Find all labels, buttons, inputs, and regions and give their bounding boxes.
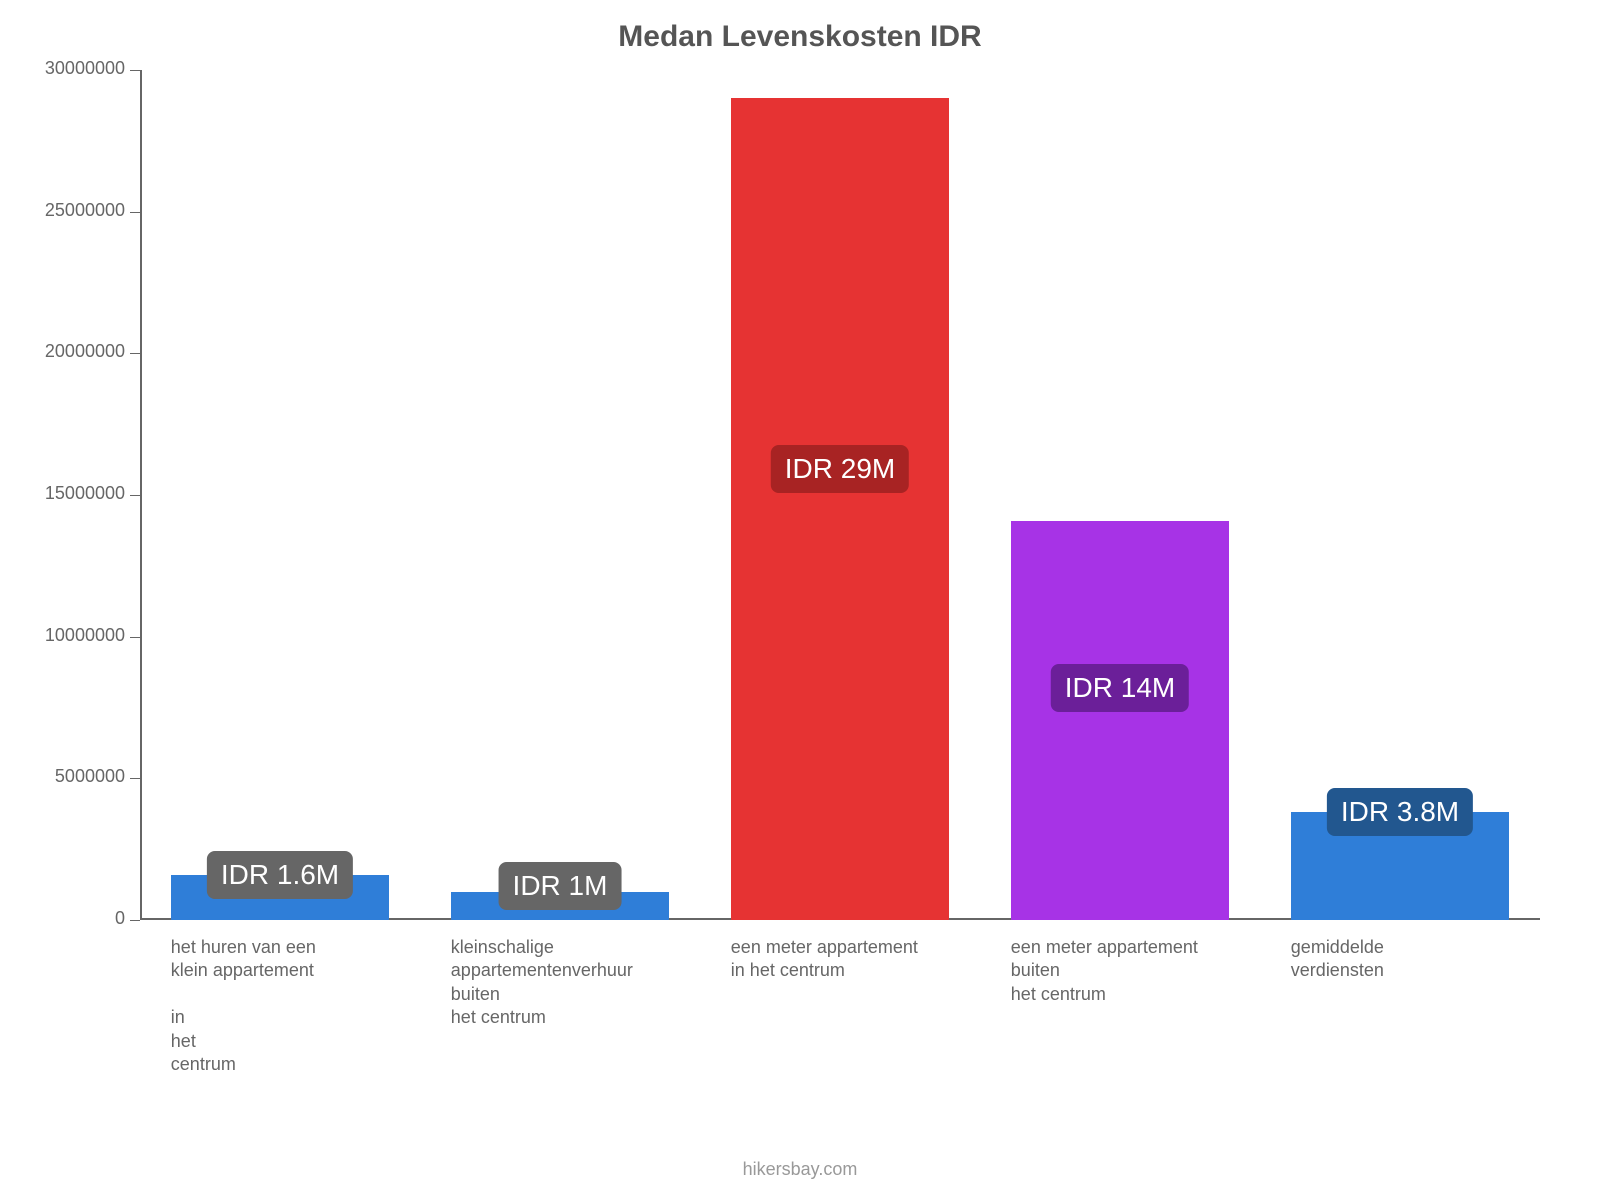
value-badge: IDR 1.6M [207,851,353,899]
x-axis-label: gemiddelde verdiensten [1291,936,1539,983]
bar [1011,521,1229,921]
y-tick-mark [130,495,140,496]
y-tick-label: 25000000 [10,200,125,221]
y-tick-label: 0 [10,908,125,929]
y-axis-line [140,70,142,920]
y-tick-label: 10000000 [10,625,125,646]
x-axis-label: het huren van een klein appartement in h… [171,936,419,1076]
chart-container: Medan Levenskosten IDR 05000000100000001… [0,0,1600,1200]
chart-title: Medan Levenskosten IDR [0,20,1600,54]
y-tick-mark [130,637,140,638]
y-tick-mark [130,778,140,779]
x-axis-label: een meter appartement in het centrum [731,936,979,983]
x-axis-label: een meter appartement buiten het centrum [1011,936,1259,1006]
y-tick-label: 30000000 [10,58,125,79]
y-tick-label: 20000000 [10,341,125,362]
value-badge: IDR 3.8M [1327,788,1473,836]
y-tick-mark [130,70,140,71]
x-axis-label: kleinschalige appartementenverhuur buite… [451,936,699,1030]
value-badge: IDR 14M [1051,664,1189,712]
bar [731,98,949,920]
plot-area: 0500000010000000150000002000000025000000… [140,70,1540,920]
y-tick-mark [130,920,140,921]
attribution-text: hikersbay.com [0,1159,1600,1180]
y-tick-label: 5000000 [10,766,125,787]
y-tick-mark [130,353,140,354]
value-badge: IDR 29M [771,445,909,493]
y-tick-label: 15000000 [10,483,125,504]
value-badge: IDR 1M [499,862,622,910]
y-tick-mark [130,212,140,213]
